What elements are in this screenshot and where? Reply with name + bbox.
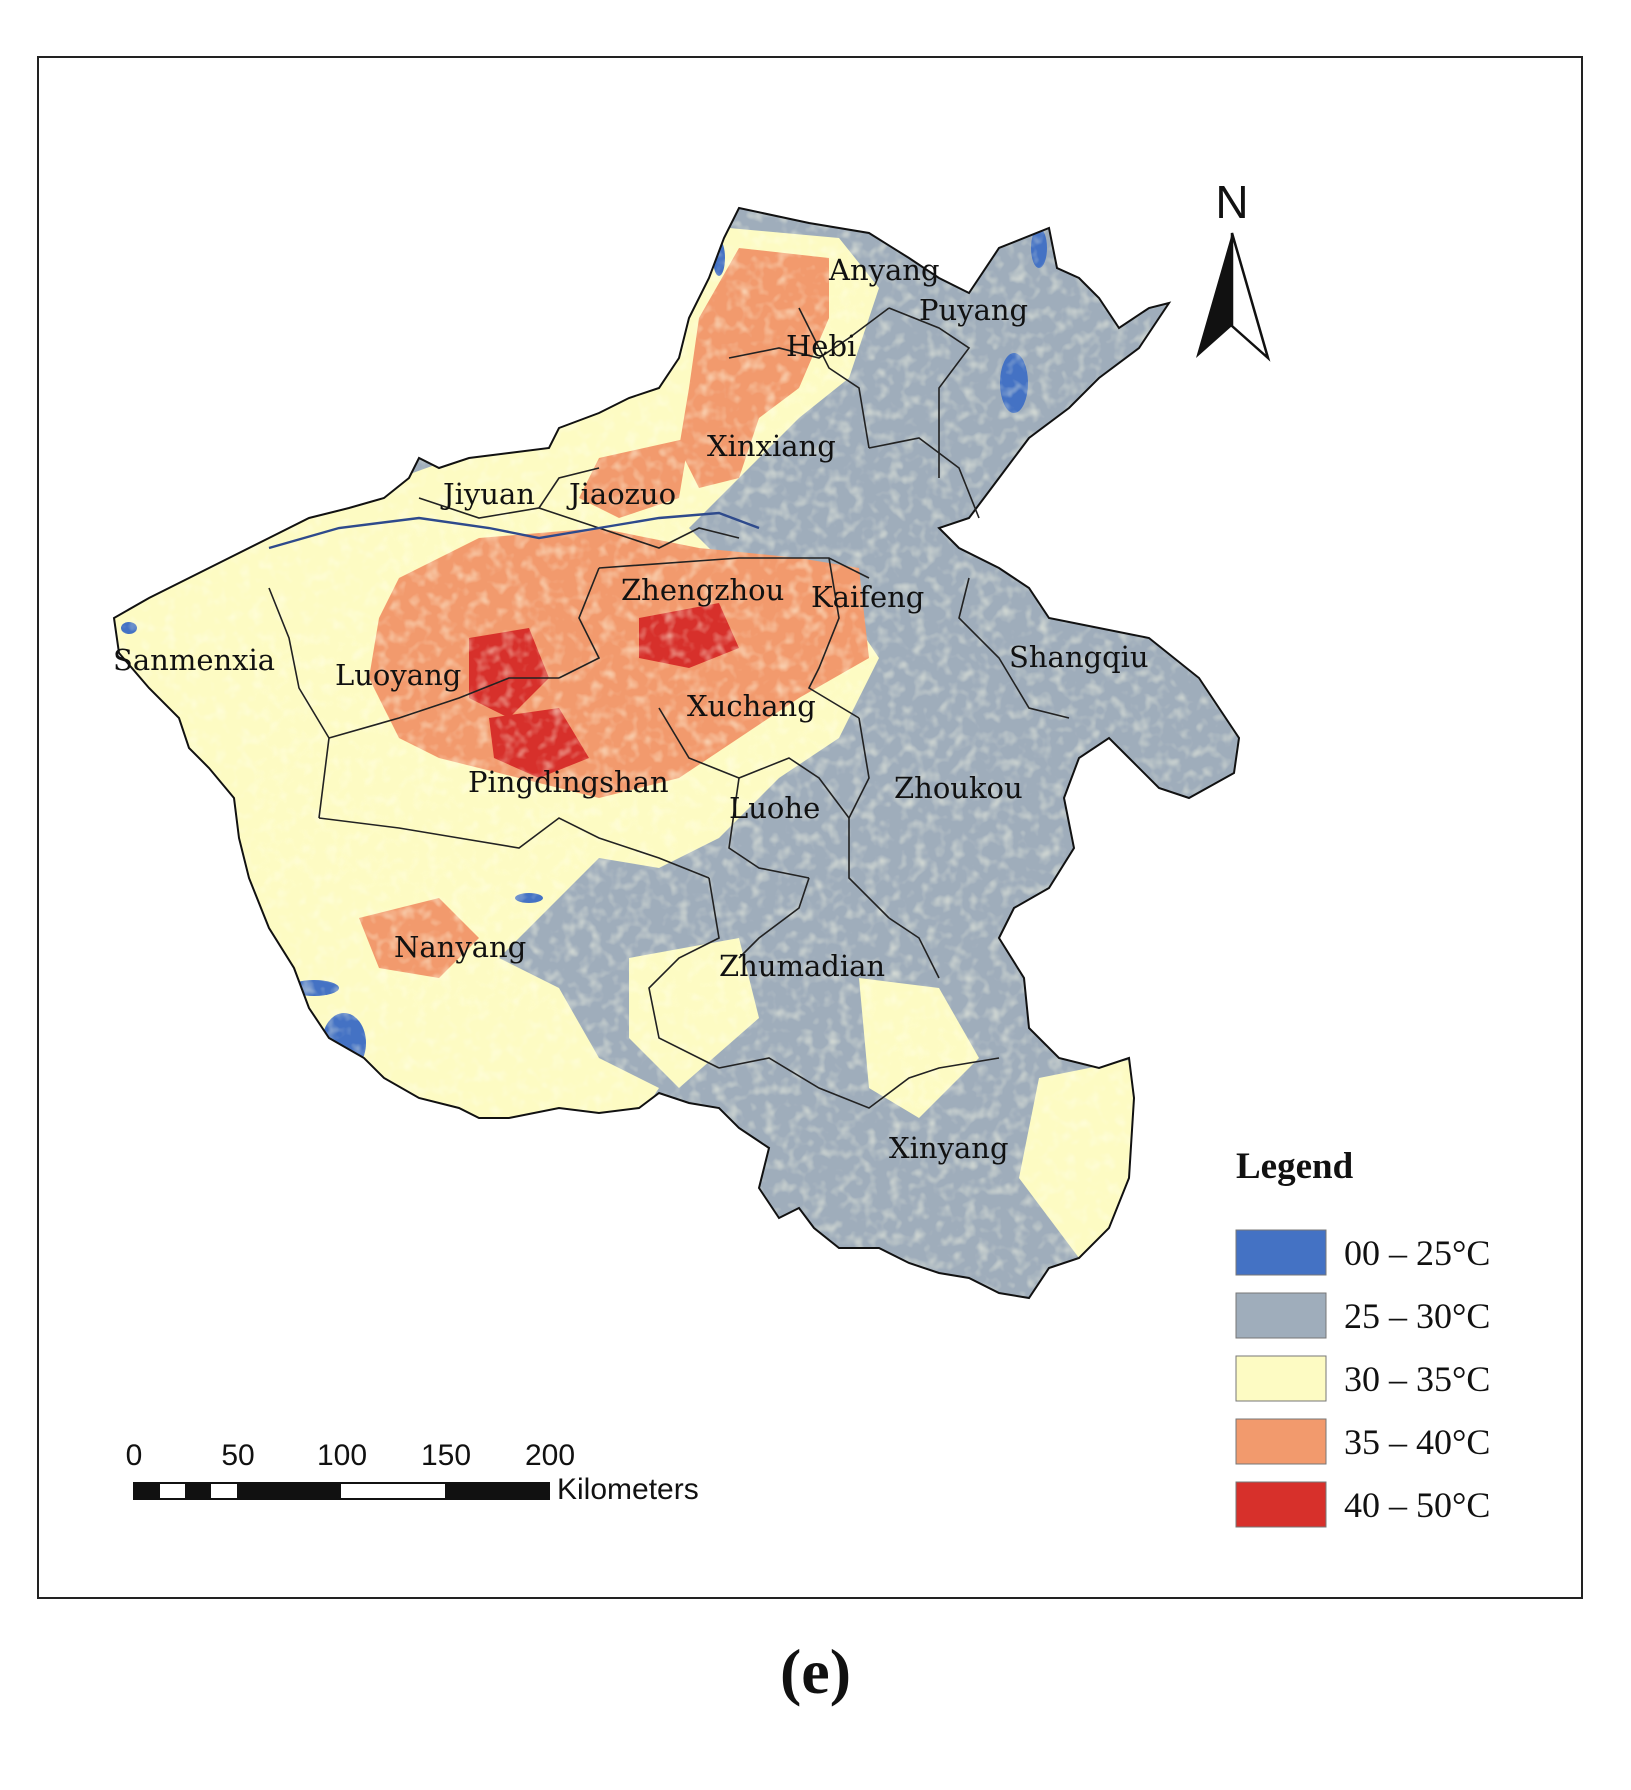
city-label-nanyang: Nanyang [394, 930, 526, 964]
city-label-pingdingshan: Pingdingshan [468, 765, 669, 799]
scale-bar-unit: Kilometers [557, 1473, 699, 1506]
scale-bar-segment [237, 1483, 341, 1499]
scale-bar-segment [185, 1483, 211, 1499]
legend-label: 35 – 40°C [1344, 1422, 1490, 1462]
city-label-anyang: Anyang [828, 253, 940, 287]
city-boundaries [268, 307, 1070, 1109]
scale-bar-segment [445, 1483, 549, 1499]
legend-swatch [1235, 1292, 1327, 1339]
legend-swatch [1235, 1481, 1327, 1528]
city-label-jiaozuo: Jiaozuo [566, 477, 676, 511]
panel-label: (e) [779, 1636, 852, 1707]
scale-bar-tick-label: 150 [421, 1439, 471, 1472]
city-label-zhumadian: Zhumadian [719, 949, 885, 983]
legend-title: Legend [1236, 1146, 1354, 1187]
legend-label: 25 – 30°C [1344, 1296, 1490, 1336]
north-arrow-left-half [1196, 233, 1232, 358]
city-label-xuchang: Xuchang [687, 689, 816, 723]
map-frame: Anyang Puyang Hebi Xinxiang Jiyuan Jiaoz… [37, 56, 1583, 1599]
north-arrow-right-half [1230, 232, 1271, 362]
scale-bar-segment [134, 1483, 160, 1499]
city-label-sanmenxia: Sanmenxia [113, 643, 275, 677]
river-line [268, 511, 760, 550]
legend-swatch [1235, 1418, 1327, 1465]
legend: Legend 00 – 25°C 25 – 30°C 30 – 35°C 35 – 4… [1235, 1146, 1490, 1528]
city-label-zhengzhou: Zhengzhou [621, 573, 784, 607]
city-label-luohe: Luohe [729, 791, 820, 825]
scale-bar-tick-label: 50 [221, 1439, 254, 1472]
city-label-luoyang: Luoyang [335, 658, 461, 692]
city-labels: Anyang Puyang Hebi Xinxiang Jiyuan Jiaoz… [113, 253, 1149, 1165]
city-label-xinyang: Xinyang [889, 1131, 1009, 1165]
legend-label: 00 – 25°C [1344, 1233, 1490, 1273]
scale-bar-tick-label: 100 [317, 1439, 367, 1472]
province-outline [112, 206, 1241, 1300]
legend-label: 30 – 35°C [1344, 1359, 1490, 1399]
north-arrow: N [1196, 176, 1271, 362]
legend-swatch [1235, 1229, 1327, 1276]
scale-bar: 0 50 100 150 200 Kilometers [126, 1439, 699, 1506]
city-label-jiyuan: Jiyuan [440, 477, 535, 511]
legend-label: 40 – 50°C [1344, 1485, 1490, 1525]
city-label-puyang: Puyang [919, 293, 1028, 327]
legend-swatch [1235, 1355, 1327, 1402]
north-arrow-label: N [1215, 176, 1248, 228]
scale-bar-tick-label: 200 [525, 1439, 575, 1472]
city-label-xinxiang: Xinxiang [707, 429, 836, 463]
city-label-hebi: Hebi [786, 329, 856, 363]
city-label-kaifeng: Kaifeng [811, 580, 924, 614]
city-label-shangqiu: Shangqiu [1009, 640, 1149, 674]
city-label-zhoukou: Zhoukou [894, 771, 1023, 805]
map-canvas: Anyang Puyang Hebi Xinxiang Jiyuan Jiaoz… [112, 176, 1490, 1528]
scale-bar-tick-label: 0 [126, 1439, 143, 1472]
